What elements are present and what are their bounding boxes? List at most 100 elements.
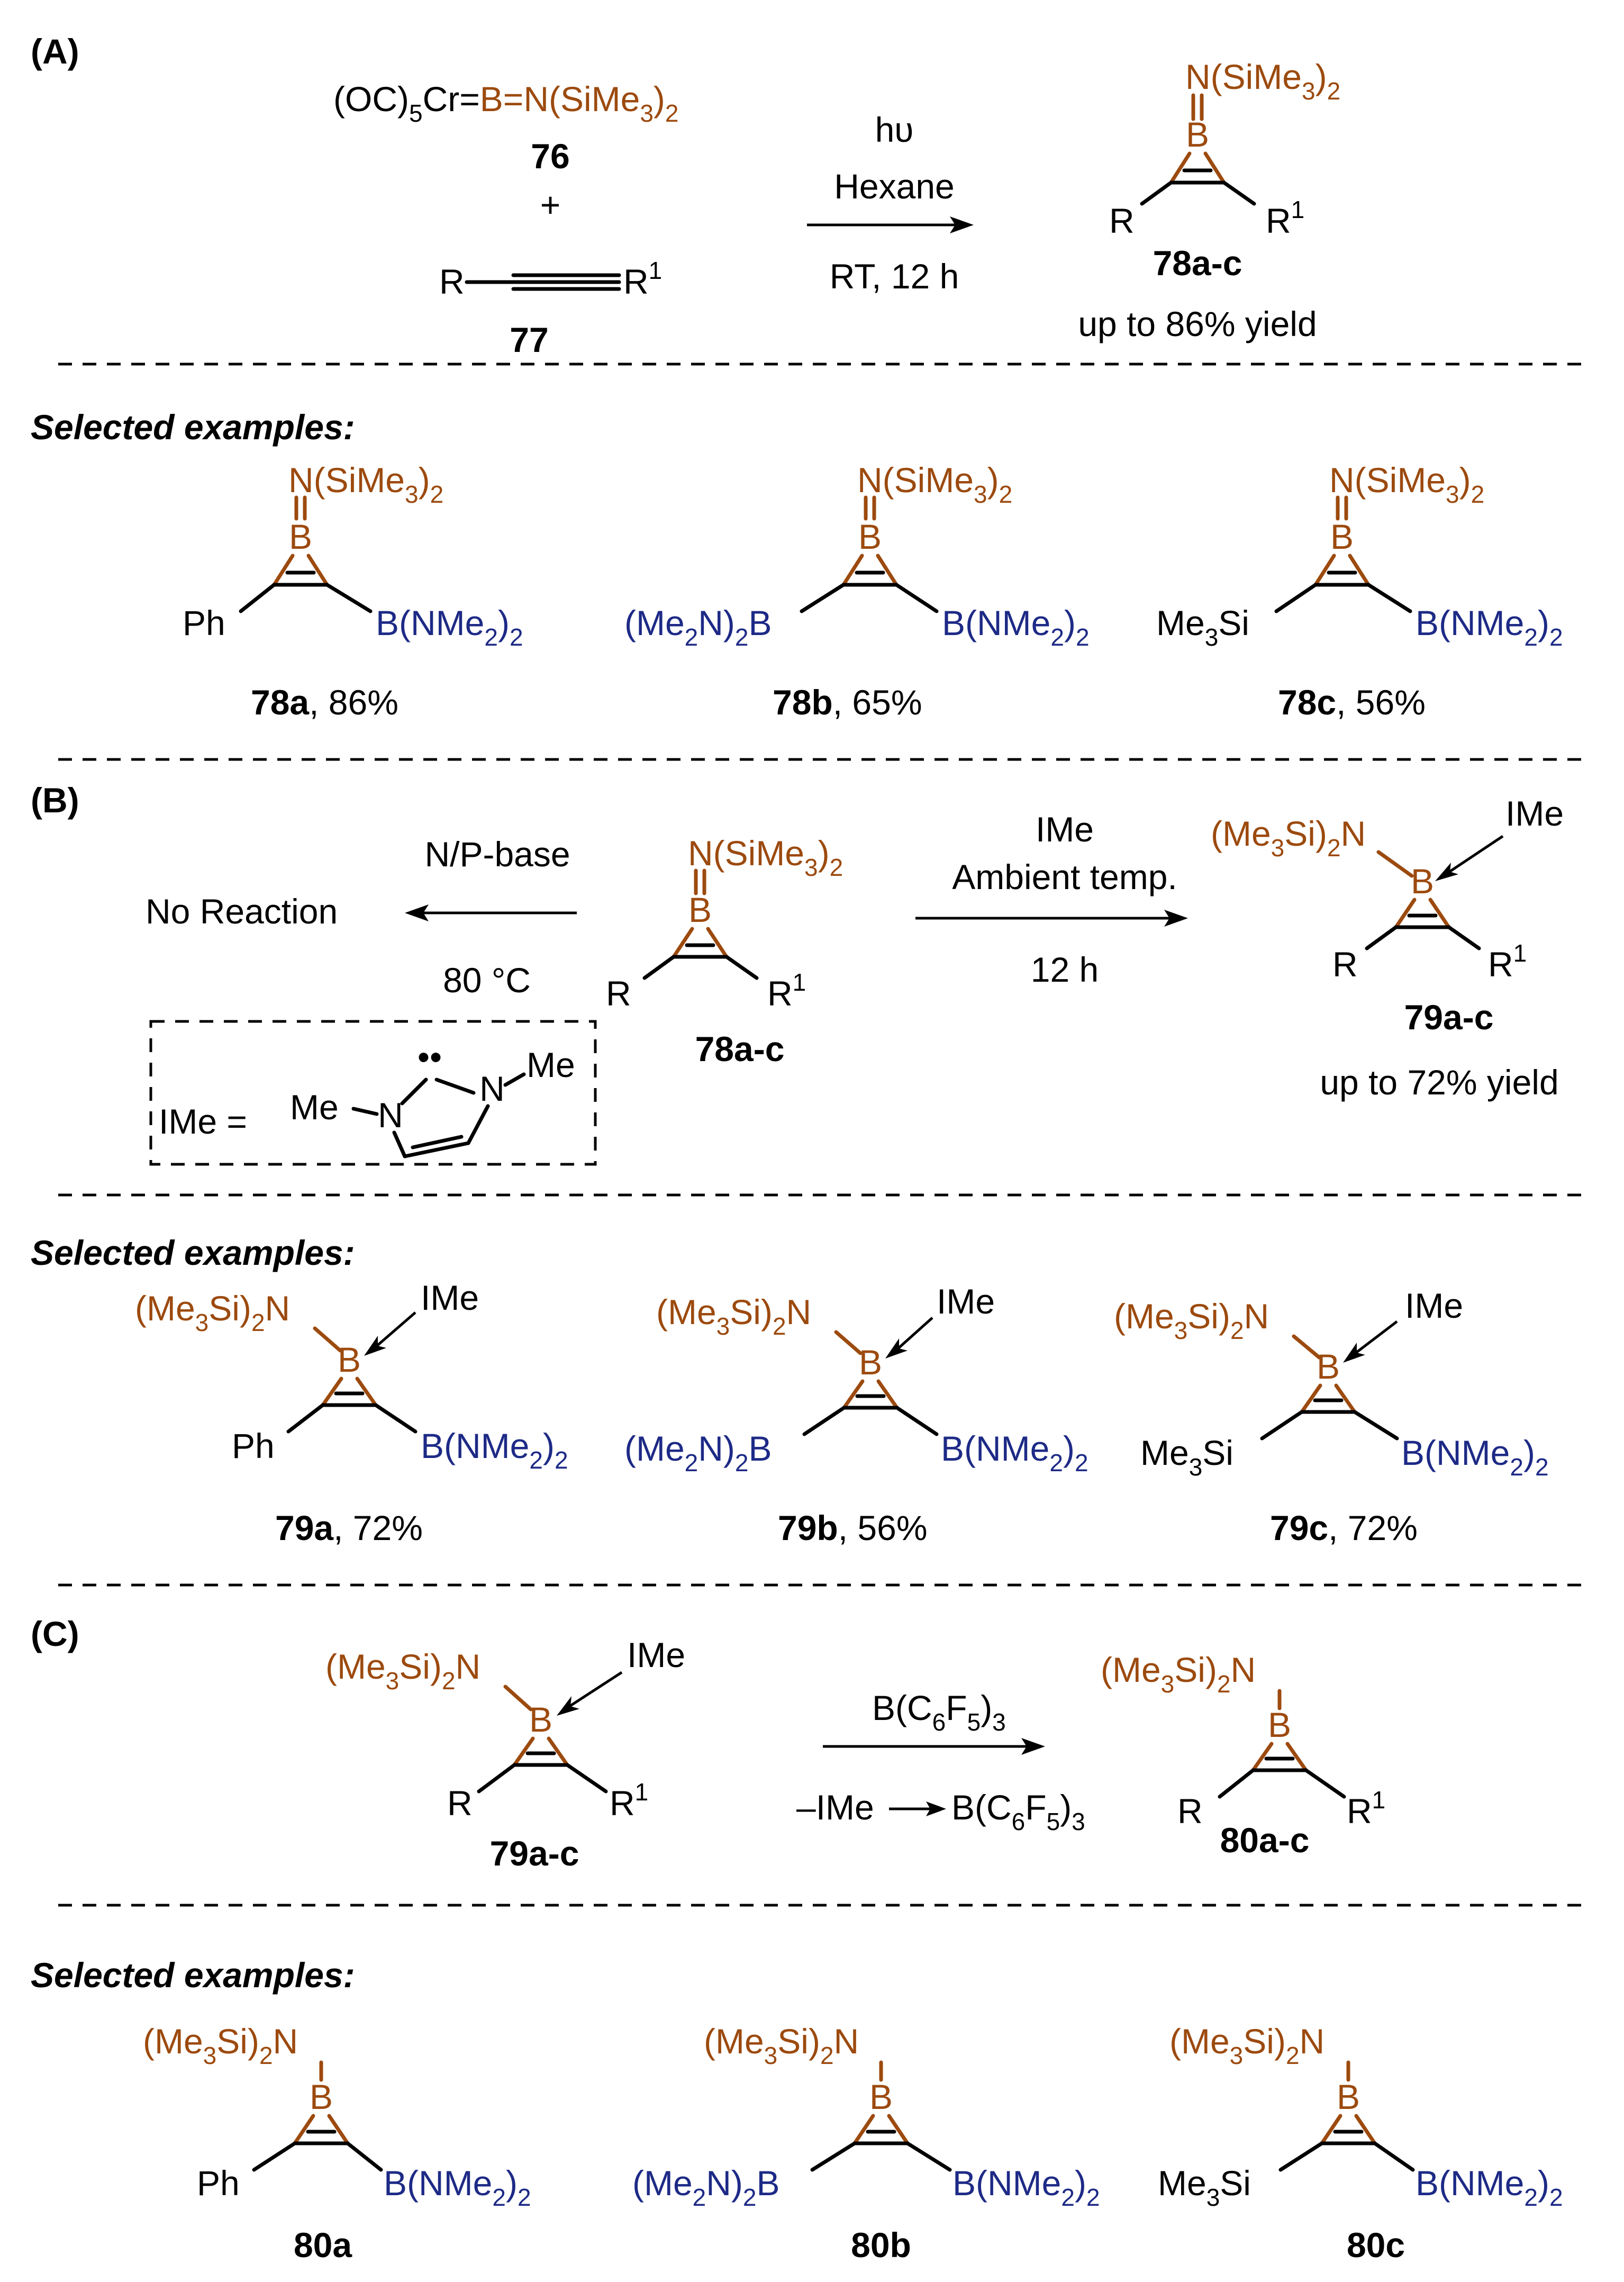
boron-atom: B	[1337, 2077, 1360, 2116]
compound-label-79a: 79a, 72%	[275, 1508, 423, 1547]
compound-label-76: 76	[531, 137, 569, 176]
compound-80b: (Me3Si)2N B (Me2N)2B B(NMe2)2	[632, 2022, 1100, 2211]
substituent-r1: R1	[1488, 939, 1527, 984]
product-78-general-b: N(SiMe3)2 B R R1	[606, 834, 843, 1013]
compound-label-78a: 78a, 86%	[251, 683, 398, 722]
boryl-group-left: (Me2N)2B	[632, 2163, 780, 2211]
boron-atom: B	[529, 1700, 552, 1739]
alkyne-bond	[465, 273, 621, 291]
amine-group: (Me3Si)2N	[325, 1647, 480, 1695]
byproduct-bcf: B(C6F5)3	[951, 1788, 1085, 1835]
selected-examples-heading: Selected examples:	[31, 1233, 355, 1272]
amino-group: N(SiMe3)2	[288, 460, 443, 508]
boryl-group: B(NMe2)2	[1401, 1433, 1549, 1481]
reagent-76: (OC)5Cr=B=N(SiMe3)2	[333, 79, 679, 127]
yield-78: up to 86% yield	[1078, 304, 1317, 343]
selected-examples-heading: Selected examples:	[31, 408, 355, 447]
amine-group: (Me3Si)2N	[1169, 2022, 1324, 2069]
boryl-group-right: B(NMe2)2	[941, 1429, 1088, 1477]
substituent-r: R	[447, 1783, 473, 1823]
methyl-right: Me	[527, 1045, 575, 1084]
condition-ime: IMe	[1036, 810, 1094, 849]
condition-base: N/P-base	[424, 835, 570, 874]
compound-label-80a: 80a	[294, 2225, 352, 2265]
condition-time-b: 12 h	[1031, 950, 1099, 989]
section-label-a: (A)	[31, 32, 79, 71]
trimethylsilyl-group: Me3Si	[1140, 1433, 1233, 1481]
compound-label-78: 78a-c	[1153, 243, 1242, 283]
yield-79: up to 72% yield	[1320, 1063, 1558, 1102]
substituent-r1: R1	[610, 1778, 648, 1823]
ime-ligand: IMe	[421, 1278, 479, 1317]
ime-ligand: IMe	[1505, 794, 1564, 833]
product-78-general: N(SiMe3)2 B R R1	[1109, 57, 1340, 240]
reaction-arrow-c	[823, 1738, 1045, 1755]
boryl-group: B(NMe2)2	[376, 603, 523, 651]
selected-examples-heading: Selected examples:	[31, 1955, 355, 1995]
phenyl-group: Ph	[183, 603, 225, 642]
condition-temperature: 80 °C	[443, 961, 531, 1000]
substituent-r: R	[606, 974, 631, 1013]
compound-label-79b: 79b, 56%	[778, 1508, 928, 1547]
boron-atom: B	[1411, 862, 1434, 901]
condition-solvent: Hexane	[834, 167, 955, 206]
boron-atom: B	[859, 1343, 882, 1382]
nitrogen-right: N	[479, 1069, 505, 1108]
compound-label-80b: 80b	[851, 2225, 911, 2265]
amine-group: (Me3Si)2N	[143, 2022, 298, 2069]
amine-group: (Me3Si)2N	[656, 1292, 811, 1340]
phenyl-group: Ph	[197, 2163, 240, 2203]
reactant-79-general: (Me3Si)2N B IMe R R1	[325, 1635, 685, 1823]
ime-ligand: IMe	[937, 1282, 995, 1321]
reaction-arrow-a	[807, 216, 974, 233]
methyl-left: Me	[290, 1088, 339, 1127]
section-label-b: (B)	[31, 781, 79, 820]
amine-group: (Me3Si)2N	[135, 1289, 290, 1336]
compound-79c: (Me3Si)2N B IMe Me3Si B(NMe2)2	[1114, 1286, 1549, 1481]
reagent-bcf: B(C6F5)3	[872, 1688, 1006, 1736]
byproduct-ime: –IMe	[796, 1788, 874, 1827]
boryl-group: B(NMe2)2	[384, 2163, 531, 2211]
compound-79b: (Me3Si)2N B IMe (Me2N)2B B(NMe2)2	[624, 1282, 1088, 1477]
boron-atom: B	[869, 2077, 893, 2116]
amine-group: (Me3Si)2N	[1114, 1297, 1269, 1344]
substituent-r: R	[1109, 201, 1135, 240]
compound-80a: (Me3Si)2N B Ph B(NMe2)2	[143, 2022, 531, 2211]
boron-atom: B	[338, 1340, 361, 1379]
compound-80c: (Me3Si)2N B Me3Si B(NMe2)2	[1158, 2022, 1563, 2211]
compound-label-78b: 78b, 65%	[773, 683, 922, 722]
compound-label-80c: 80c	[1347, 2225, 1405, 2265]
amino-group: N(SiMe3)2	[857, 460, 1012, 508]
product-80-general: (Me3Si)2N B R R1	[1101, 1650, 1385, 1831]
boron-atom: B	[310, 2077, 333, 2116]
compound-label-78-b: 78a-c	[695, 1029, 785, 1068]
compound-79a: (Me3Si)2N B IMe Ph B(NMe2)2	[135, 1278, 568, 1474]
compound-label-79-c: 79a-c	[490, 1834, 579, 1873]
plus-sign: +	[540, 185, 561, 224]
nitrogen-left: N	[378, 1095, 403, 1135]
boron-atom: B	[1330, 517, 1354, 556]
boryl-group-right: B(NMe2)2	[952, 2163, 1100, 2211]
compound-label-78c: 78c, 56%	[1278, 683, 1426, 722]
boryl-group: B(NMe2)2	[1416, 603, 1563, 651]
compound-78a: N(SiMe3)2 B Ph B(NMe2)2	[183, 460, 523, 651]
boron-atom: B	[858, 517, 882, 556]
trimethylsilyl-group: Me3Si	[1156, 603, 1249, 651]
amine-group: (Me3Si)2N	[1211, 814, 1366, 862]
amino-group: N(SiMe3)2	[688, 834, 843, 881]
compound-label-80: 80a-c	[1220, 1821, 1310, 1860]
substituent-r1: R1	[767, 968, 806, 1013]
condition-light: hυ	[875, 110, 914, 149]
condition-ambient: Ambient temp.	[952, 857, 1177, 897]
amine-group: (Me3Si)2N	[1101, 1650, 1256, 1698]
carbene-lone-pair: ••	[418, 1037, 442, 1076]
condition-time: RT, 12 h	[830, 257, 959, 296]
adduct-arrow	[889, 1801, 946, 1816]
compound-78b: N(SiMe3)2 B (Me2N)2B B(NMe2)2	[624, 460, 1090, 651]
boron-atom: B	[1268, 1705, 1291, 1744]
boron-atom: B	[1186, 115, 1209, 154]
compound-label-77: 77	[510, 320, 548, 359]
boron-atom: B	[1317, 1347, 1340, 1386]
boron-atom: B	[289, 517, 312, 556]
